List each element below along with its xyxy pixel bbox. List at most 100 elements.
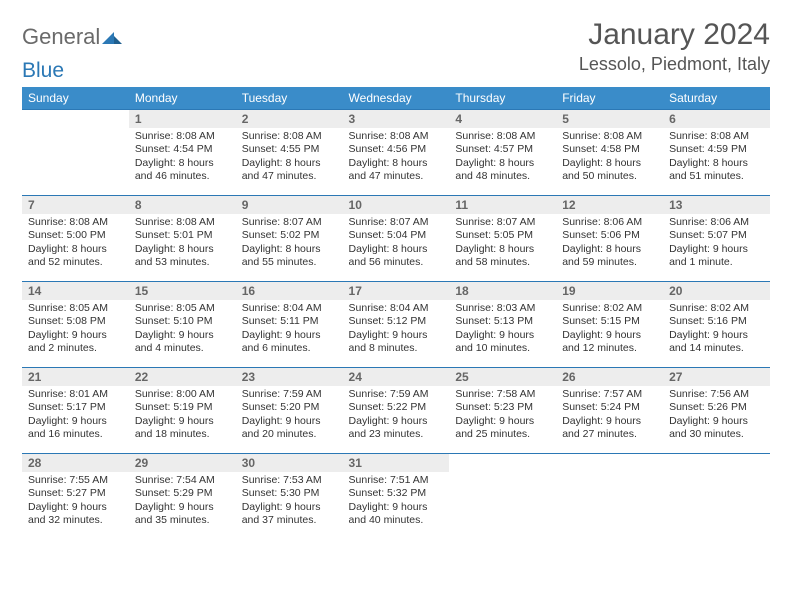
daylight-text: and 12 minutes. — [562, 342, 657, 355]
day-body: Sunrise: 8:04 AMSunset: 5:12 PMDaylight:… — [343, 300, 450, 360]
calendar-cell: 31Sunrise: 7:51 AMSunset: 5:32 PMDayligh… — [343, 454, 450, 540]
daylight-text: Daylight: 9 hours — [562, 415, 657, 428]
daylight-text: Daylight: 9 hours — [349, 329, 444, 342]
weekday-header: Sunday — [22, 87, 129, 110]
calendar-cell: 19Sunrise: 8:02 AMSunset: 5:15 PMDayligh… — [556, 282, 663, 368]
daylight-text: and 53 minutes. — [135, 256, 230, 269]
calendar-cell: 22Sunrise: 8:00 AMSunset: 5:19 PMDayligh… — [129, 368, 236, 454]
sunset-text: Sunset: 5:22 PM — [349, 401, 444, 414]
logo-text-general: General — [22, 24, 100, 50]
daylight-text: and 47 minutes. — [349, 170, 444, 183]
daylight-text: and 46 minutes. — [135, 170, 230, 183]
logo-text-blue: Blue — [22, 59, 770, 83]
calendar-cell — [663, 454, 770, 540]
sunset-text: Sunset: 5:19 PM — [135, 401, 230, 414]
day-body: Sunrise: 8:08 AMSunset: 5:00 PMDaylight:… — [22, 214, 129, 274]
daylight-text: and 59 minutes. — [562, 256, 657, 269]
daylight-text: and 18 minutes. — [135, 428, 230, 441]
day-body: Sunrise: 8:05 AMSunset: 5:10 PMDaylight:… — [129, 300, 236, 360]
day-number: 20 — [663, 282, 770, 300]
calendar-cell: 20Sunrise: 8:02 AMSunset: 5:16 PMDayligh… — [663, 282, 770, 368]
daylight-text: Daylight: 9 hours — [28, 415, 123, 428]
sunset-text: Sunset: 4:59 PM — [669, 143, 764, 156]
day-body: Sunrise: 8:06 AMSunset: 5:07 PMDaylight:… — [663, 214, 770, 274]
day-body: Sunrise: 8:08 AMSunset: 4:54 PMDaylight:… — [129, 128, 236, 188]
calendar-cell: 13Sunrise: 8:06 AMSunset: 5:07 PMDayligh… — [663, 196, 770, 282]
day-body: Sunrise: 8:08 AMSunset: 4:59 PMDaylight:… — [663, 128, 770, 188]
day-body: Sunrise: 8:00 AMSunset: 5:19 PMDaylight:… — [129, 386, 236, 446]
day-body: Sunrise: 8:07 AMSunset: 5:04 PMDaylight:… — [343, 214, 450, 274]
sunset-text: Sunset: 5:16 PM — [669, 315, 764, 328]
day-number: 14 — [22, 282, 129, 300]
sunset-text: Sunset: 5:30 PM — [242, 487, 337, 500]
daylight-text: and 47 minutes. — [242, 170, 337, 183]
sunset-text: Sunset: 5:29 PM — [135, 487, 230, 500]
sunset-text: Sunset: 5:01 PM — [135, 229, 230, 242]
day-body: Sunrise: 8:06 AMSunset: 5:06 PMDaylight:… — [556, 214, 663, 274]
sunrise-text: Sunrise: 8:01 AM — [28, 388, 123, 401]
sunset-text: Sunset: 5:00 PM — [28, 229, 123, 242]
day-body: Sunrise: 7:58 AMSunset: 5:23 PMDaylight:… — [449, 386, 556, 446]
sunset-text: Sunset: 5:12 PM — [349, 315, 444, 328]
day-number: 28 — [22, 454, 129, 472]
day-body: Sunrise: 8:07 AMSunset: 5:02 PMDaylight:… — [236, 214, 343, 274]
daylight-text: Daylight: 8 hours — [28, 243, 123, 256]
day-number: 3 — [343, 110, 450, 128]
calendar-cell: 5Sunrise: 8:08 AMSunset: 4:58 PMDaylight… — [556, 110, 663, 196]
daylight-text: and 48 minutes. — [455, 170, 550, 183]
day-number: 29 — [129, 454, 236, 472]
sunset-text: Sunset: 5:23 PM — [455, 401, 550, 414]
sunrise-text: Sunrise: 7:53 AM — [242, 474, 337, 487]
sunset-text: Sunset: 5:32 PM — [349, 487, 444, 500]
sunrise-text: Sunrise: 8:08 AM — [135, 130, 230, 143]
calendar-cell: 9Sunrise: 8:07 AMSunset: 5:02 PMDaylight… — [236, 196, 343, 282]
day-number: 9 — [236, 196, 343, 214]
day-number: 16 — [236, 282, 343, 300]
daylight-text: Daylight: 8 hours — [242, 243, 337, 256]
calendar-cell: 14Sunrise: 8:05 AMSunset: 5:08 PMDayligh… — [22, 282, 129, 368]
sunrise-text: Sunrise: 8:08 AM — [28, 216, 123, 229]
calendar-cell: 11Sunrise: 8:07 AMSunset: 5:05 PMDayligh… — [449, 196, 556, 282]
weekday-header: Monday — [129, 87, 236, 110]
day-body: Sunrise: 8:08 AMSunset: 5:01 PMDaylight:… — [129, 214, 236, 274]
day-body: Sunrise: 8:02 AMSunset: 5:16 PMDaylight:… — [663, 300, 770, 360]
day-number: 6 — [663, 110, 770, 128]
day-number: 5 — [556, 110, 663, 128]
daylight-text: Daylight: 8 hours — [562, 243, 657, 256]
calendar-cell — [449, 454, 556, 540]
calendar-cell: 28Sunrise: 7:55 AMSunset: 5:27 PMDayligh… — [22, 454, 129, 540]
weekday-header: Friday — [556, 87, 663, 110]
day-number: 7 — [22, 196, 129, 214]
calendar-cell: 12Sunrise: 8:06 AMSunset: 5:06 PMDayligh… — [556, 196, 663, 282]
sunrise-text: Sunrise: 8:06 AM — [669, 216, 764, 229]
calendar-cell — [556, 454, 663, 540]
calendar-cell: 6Sunrise: 8:08 AMSunset: 4:59 PMDaylight… — [663, 110, 770, 196]
calendar-cell — [22, 110, 129, 196]
day-body: Sunrise: 8:08 AMSunset: 4:58 PMDaylight:… — [556, 128, 663, 188]
sunrise-text: Sunrise: 8:07 AM — [242, 216, 337, 229]
daylight-text: Daylight: 8 hours — [669, 157, 764, 170]
sunset-text: Sunset: 4:57 PM — [455, 143, 550, 156]
calendar-week-row: 14Sunrise: 8:05 AMSunset: 5:08 PMDayligh… — [22, 282, 770, 368]
day-number: 22 — [129, 368, 236, 386]
day-number: 4 — [449, 110, 556, 128]
daylight-text: and 25 minutes. — [455, 428, 550, 441]
day-body: Sunrise: 7:54 AMSunset: 5:29 PMDaylight:… — [129, 472, 236, 532]
calendar-cell: 4Sunrise: 8:08 AMSunset: 4:57 PMDaylight… — [449, 110, 556, 196]
day-body: Sunrise: 8:03 AMSunset: 5:13 PMDaylight:… — [449, 300, 556, 360]
sunrise-text: Sunrise: 8:08 AM — [135, 216, 230, 229]
sunset-text: Sunset: 4:55 PM — [242, 143, 337, 156]
daylight-text: Daylight: 9 hours — [135, 415, 230, 428]
sunrise-text: Sunrise: 8:04 AM — [242, 302, 337, 315]
day-body: Sunrise: 8:01 AMSunset: 5:17 PMDaylight:… — [22, 386, 129, 446]
day-number: 13 — [663, 196, 770, 214]
day-number: 17 — [343, 282, 450, 300]
calendar-cell: 3Sunrise: 8:08 AMSunset: 4:56 PMDaylight… — [343, 110, 450, 196]
day-body: Sunrise: 8:08 AMSunset: 4:55 PMDaylight:… — [236, 128, 343, 188]
day-number: 24 — [343, 368, 450, 386]
daylight-text: Daylight: 8 hours — [349, 157, 444, 170]
calendar-cell: 2Sunrise: 8:08 AMSunset: 4:55 PMDaylight… — [236, 110, 343, 196]
sunset-text: Sunset: 5:04 PM — [349, 229, 444, 242]
sunset-text: Sunset: 5:17 PM — [28, 401, 123, 414]
sunset-text: Sunset: 5:15 PM — [562, 315, 657, 328]
